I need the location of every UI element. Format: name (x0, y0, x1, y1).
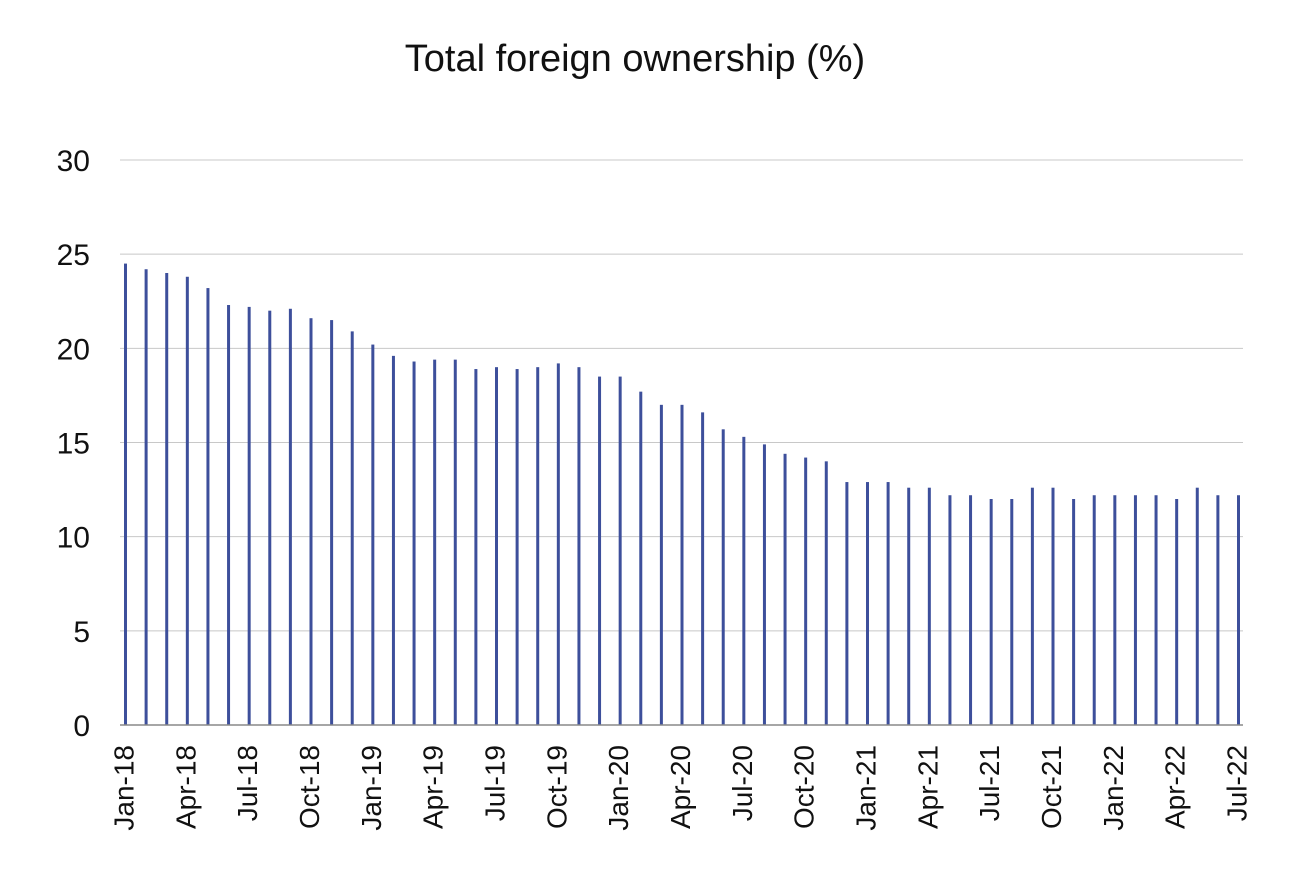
bar (1010, 499, 1014, 725)
x-tick-label: Jul-22 (1222, 745, 1253, 821)
bar (124, 263, 127, 725)
bar (144, 269, 148, 725)
bar (907, 487, 911, 725)
bar (742, 436, 746, 725)
bar (247, 306, 251, 725)
bar (515, 369, 519, 725)
bar (474, 369, 478, 725)
bar (391, 355, 395, 725)
bar (948, 495, 952, 725)
x-tick-label: Jul-19 (480, 745, 511, 821)
bar (1113, 495, 1117, 725)
y-tick-label: 0 (73, 710, 90, 743)
bar (1154, 495, 1158, 725)
x-tick-label: Jan-21 (851, 745, 882, 831)
x-tick-label: Jul-21 (974, 745, 1005, 821)
bar (165, 273, 169, 725)
x-tick-label: Oct-20 (789, 745, 820, 829)
bar (268, 310, 272, 725)
x-tick-label: Jan-18 (109, 745, 140, 831)
bar (371, 344, 375, 725)
bar (1237, 495, 1240, 725)
y-tick-label: 10 (57, 522, 90, 555)
bar (1133, 495, 1137, 725)
y-tick-label: 30 (57, 145, 90, 178)
bar (1216, 495, 1220, 725)
bar (783, 453, 787, 725)
bar (659, 404, 663, 725)
bar (350, 331, 354, 725)
bar (453, 359, 457, 725)
bar (866, 482, 869, 725)
x-tick-label: Oct-21 (1036, 745, 1067, 829)
bar (762, 444, 766, 725)
x-tick-label: Jul-18 (232, 745, 263, 821)
bar (1195, 487, 1199, 725)
bar (1092, 495, 1096, 725)
bar (495, 367, 498, 725)
y-tick-label: 15 (57, 428, 90, 461)
x-tick-label: Jan-20 (603, 745, 634, 831)
bar (618, 376, 622, 725)
bar (288, 308, 292, 725)
x-tick-label: Jul-20 (727, 745, 758, 821)
bar (845, 482, 849, 725)
bar (701, 412, 705, 725)
bar (969, 495, 973, 725)
bar (721, 429, 725, 725)
bars (124, 263, 1240, 725)
bar (1072, 499, 1076, 725)
x-tick-label: Oct-18 (294, 745, 325, 829)
bar (412, 361, 416, 725)
chart-title: Total foreign ownership (%) (404, 38, 866, 80)
x-tick-label: Apr-22 (1160, 745, 1191, 829)
bar (227, 305, 231, 725)
bar (433, 359, 437, 725)
bar (185, 276, 189, 725)
x-tick-label: Apr-18 (170, 745, 201, 829)
bar (804, 457, 808, 725)
x-tick-label: Oct-19 (541, 745, 572, 829)
bar (639, 391, 643, 725)
x-tick-label: Jan-19 (356, 745, 387, 831)
bar (536, 367, 540, 725)
x-tick-label: Jan-22 (1098, 745, 1129, 831)
bar (598, 376, 602, 725)
y-tick-label: 25 (57, 239, 90, 272)
y-tick-label: 5 (73, 616, 90, 649)
bar (1175, 499, 1179, 725)
bar (1030, 487, 1034, 725)
bar (886, 482, 890, 725)
bar (1051, 487, 1055, 725)
bar (309, 318, 313, 725)
x-axis-ticks: Jan-18 Apr-18 Jul-18 Oct-18 Jan-19 Apr-19 Jul-… (109, 745, 1253, 831)
bar (206, 288, 210, 725)
bar (330, 320, 334, 725)
x-tick-label: Apr-21 (912, 745, 943, 829)
y-axis-ticks: 0 5 10 15 20 25 30 (57, 145, 90, 743)
bar (556, 363, 560, 725)
x-tick-label: Apr-19 (418, 745, 449, 829)
bar (680, 404, 684, 725)
bar (989, 499, 993, 725)
bar (824, 461, 828, 725)
y-tick-label: 20 (57, 333, 90, 366)
bar (927, 487, 931, 725)
x-tick-label: Apr-20 (665, 745, 696, 829)
bar (577, 367, 581, 725)
